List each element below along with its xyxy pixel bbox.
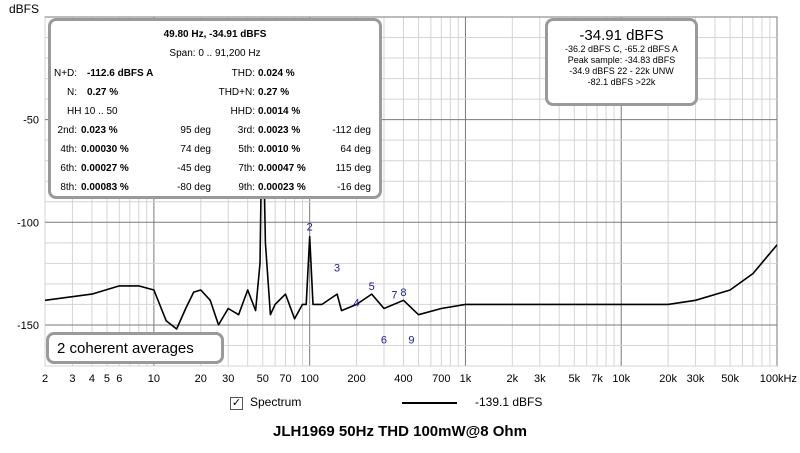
thd-label: THD: [231,68,255,79]
n-label: N: [67,87,77,98]
h4-label: 4th: [60,144,77,155]
h4-phase: 74 deg [180,144,211,155]
h8-label: 8th: [60,182,77,193]
x-tick-label: 20 [195,373,207,385]
weighted-levels: -36.2 dBFS C, -65.2 dBFS A [564,44,679,54]
h7-phase: 115 deg [335,163,371,174]
x-tick-label: 50 [257,373,269,385]
harmonic-marker: 3 [334,263,340,275]
h3-value: 0.0023 % [258,125,301,136]
h2-value: 0.023 % [81,125,118,136]
x-tick-label: 1k [460,373,472,385]
hhd-value: 0.0014 % [258,106,301,117]
harmonic-marker: 2 [307,222,313,234]
x-tick-label: 20k [659,373,677,385]
averages-panel: 2 coherent averages [46,332,224,364]
x-tick-label: 6 [116,373,122,385]
legend-line-swatch [402,402,457,404]
thdn-label: THD+N: [218,87,255,98]
above-22k-level: -82.1 dBFS >22k [587,77,656,87]
x-tick-label: 7k [591,373,603,385]
harmonic-marker: 6 [381,334,387,346]
axis-ticks: 2 3 4 5 6 10 20 30 50 70 100 200 400 700 1k 2k 3k 5k 7k 10k… [17,115,797,385]
chart-caption: JLH1969 50Hz THD 100mW@8 Ohm [273,423,527,440]
legend-series-label: Spectrum [250,395,302,409]
n-value: 0.27 % [87,87,119,98]
y-tick-label: -50 [23,115,39,127]
x-tick-label: 10k [612,373,630,385]
x-tick-label: 2 [42,373,48,385]
x-tick-label: 100kHz [760,373,797,385]
hh-label: HH 10 .. 50 [67,106,118,117]
h4-value: 0.00030 % [81,144,129,155]
stats-panel: 49.80 Hz, -34.91 dBFS Span: 0 .. 91,200 … [48,18,382,199]
x-tick-label: 70 [279,373,291,385]
harmonic-marker: 9 [408,334,414,346]
h6-label: 6th: [60,163,77,174]
h3-label: 3rd: [237,125,255,136]
y-tick-label: -100 [17,217,39,229]
nd-label: N+D: [54,68,78,79]
x-tick-label: 200 [347,373,365,385]
peak-sample: Peak sample: -34.83 dBFS [567,55,676,65]
thdn-value: 0.27 % [258,87,290,98]
x-tick-label: 4 [89,373,95,385]
x-tick-label: 10 [148,373,160,385]
legend-value: -139.1 dBFS [475,395,543,409]
unweighted-level: -34.9 dBFS 22 - 22k UNW [569,66,674,76]
y-tick-label: -150 [17,320,39,332]
x-tick-label: 100 [300,373,318,385]
nd-value: -112.6 dBFS A [87,68,154,79]
harmonic-marker: 4 [353,297,359,309]
h8-phase: -80 deg [177,182,211,193]
h9-label: 9th: [238,182,255,193]
h2-phase: 95 deg [180,125,211,136]
x-tick-label: 5k [569,373,581,385]
x-tick-label: 5 [104,373,110,385]
thd-value: 0.024 % [258,68,295,79]
h3-phase: -112 deg [332,125,371,136]
averages-text: 2 coherent averages [57,340,194,357]
spectrum-checkbox[interactable]: ✓ [230,397,243,410]
spectrum-line [45,87,777,330]
h2-label: 2nd: [57,125,77,136]
level-summary-panel: -34.91 dBFS -36.2 dBFS C, -65.2 dBFS A P… [545,18,698,106]
level-readout: -34.91 dBFS [579,27,664,44]
h8-value: 0.00083 % [81,182,129,193]
x-tick-label: 30k [687,373,705,385]
x-tick-label: 400 [394,373,412,385]
harmonic-marker: 5 [369,281,375,293]
h7-value: 0.00047 % [258,163,306,174]
x-tick-label: 3 [69,373,75,385]
y-axis-title: dBFS [9,2,39,16]
h9-phase: -16 deg [337,182,371,193]
fundamental-readout: 49.80 Hz, -34.91 dBFS [163,29,267,40]
hhd-label: HHD: [230,106,255,117]
harmonic-marker: 7 [391,289,397,301]
h6-phase: -45 deg [177,163,211,174]
h5-value: 0.0010 % [258,144,301,155]
x-tick-label: 50k [721,373,739,385]
h6-value: 0.00027 % [81,163,129,174]
h7-label: 7th: [238,163,255,174]
h9-value: 0.00023 % [258,182,306,193]
span-readout: Span: 0 .. 91,200 Hz [51,48,379,59]
harmonic-marker: 8 [400,287,406,299]
h5-label: 5th: [238,144,255,155]
x-tick-label: 2k [507,373,519,385]
x-tick-label: 30 [222,373,234,385]
x-tick-label: 700 [432,373,450,385]
series-layer [45,87,777,330]
span-text: Span: 0 .. 91,200 Hz [169,48,261,59]
x-tick-label: 3k [534,373,546,385]
harmonic-markers: 2 3 45 6 7 8 9 [307,222,415,347]
h5-phase: 64 deg [340,144,371,155]
